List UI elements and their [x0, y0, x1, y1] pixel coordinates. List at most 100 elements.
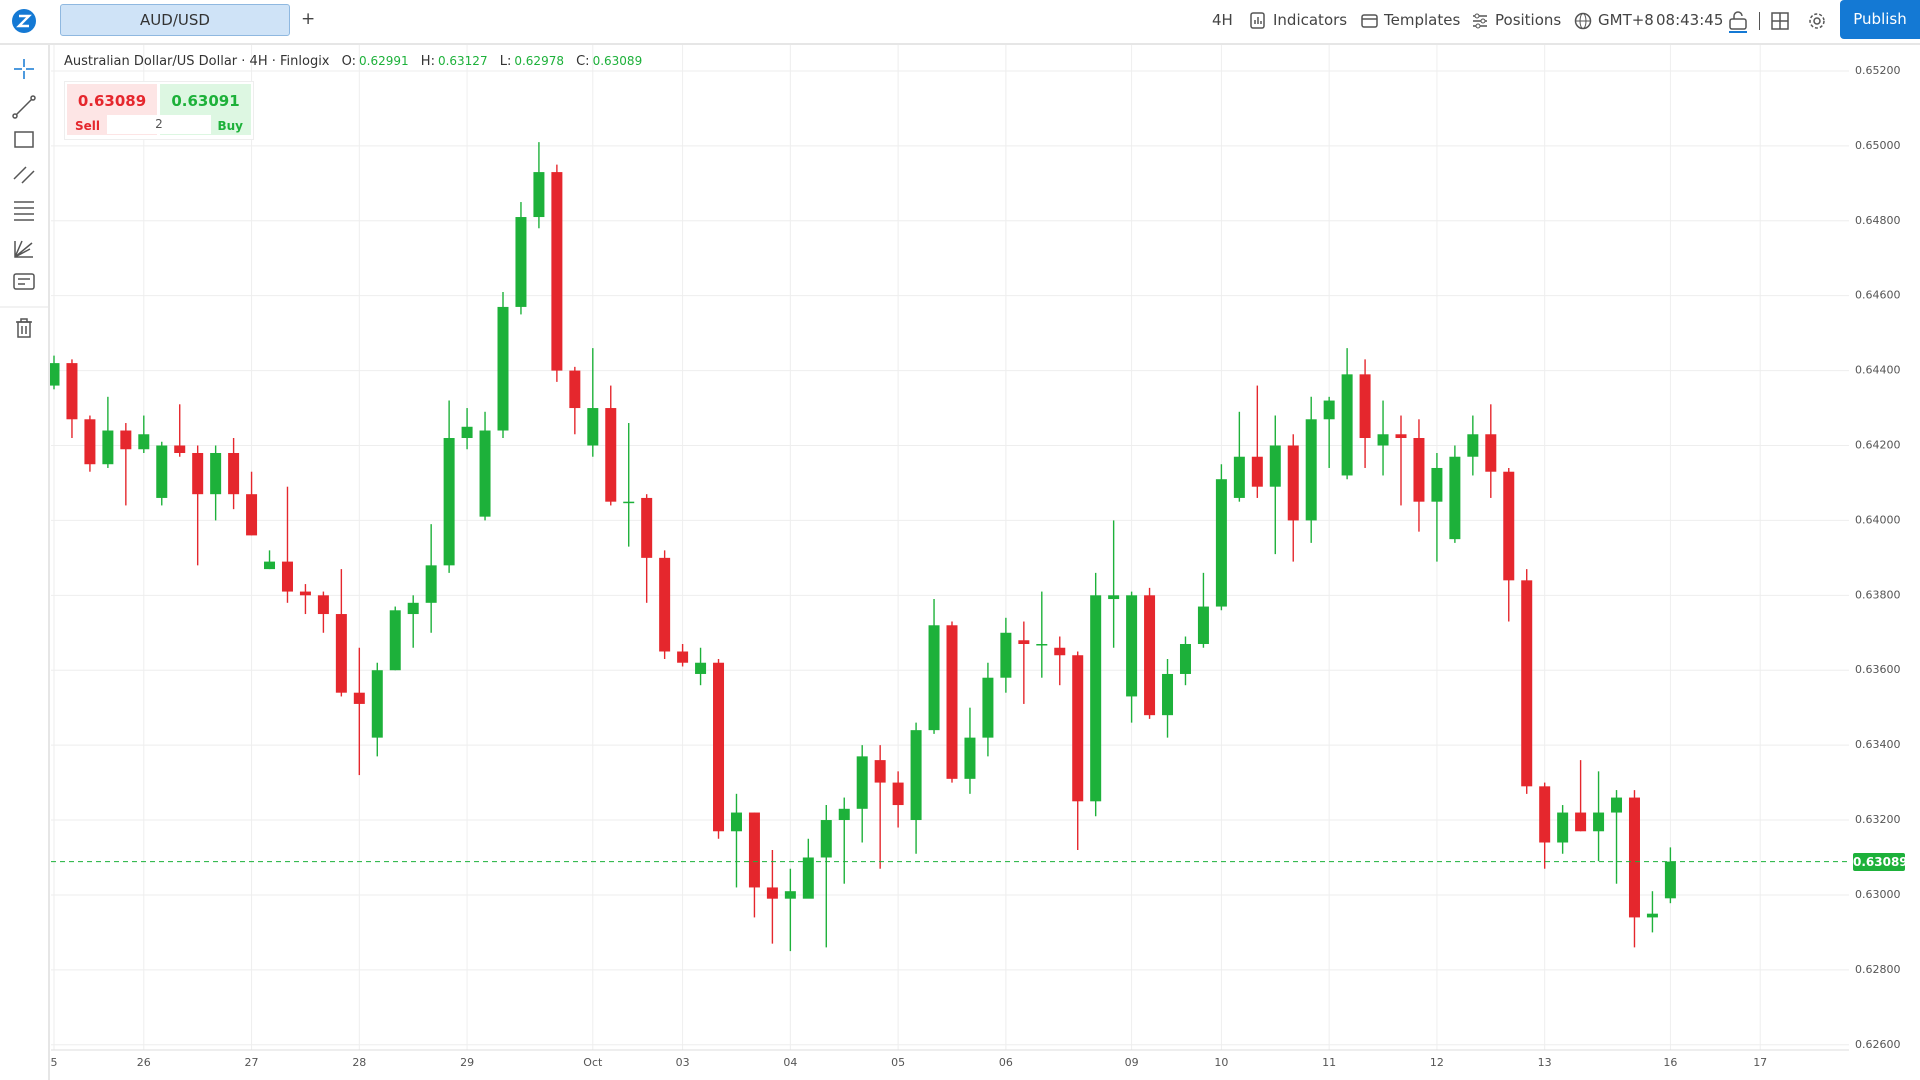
candle-body [856, 756, 868, 809]
fib-tool[interactable] [14, 201, 34, 221]
candle-body [425, 565, 437, 603]
y-tick-label: 0.64800 [1855, 214, 1901, 227]
channel-tool[interactable] [13, 166, 35, 184]
rectangle-tool[interactable] [14, 131, 34, 148]
x-tick-label: 16 [1663, 1056, 1677, 1069]
candle-body [1179, 644, 1191, 674]
sell-label: Sell [75, 119, 101, 133]
candle-body [1377, 434, 1389, 446]
candle-body [533, 172, 545, 218]
open-value: 0.62991 [359, 54, 409, 68]
low-value: 0.62978 [514, 54, 564, 68]
x-tick-label: 5 [51, 1056, 58, 1069]
timezone[interactable]: GMT+8 [1598, 11, 1654, 29]
crosshair-tool[interactable] [14, 59, 34, 79]
positions-icon [1473, 13, 1487, 29]
candle-body [1539, 786, 1551, 843]
candle-body [497, 306, 509, 431]
candle-body [1359, 374, 1371, 439]
x-tick-label: 04 [783, 1056, 797, 1069]
candle-body [784, 891, 796, 899]
candle-body [1628, 797, 1640, 918]
candle-body [1611, 797, 1623, 813]
add-tab[interactable]: + [301, 9, 316, 29]
candle-body [1054, 647, 1066, 656]
candle-body [1664, 861, 1676, 899]
candle-body [910, 730, 922, 821]
candle-body [730, 812, 742, 832]
y-tick-label: 0.63000 [1855, 888, 1901, 901]
separator [1759, 12, 1760, 30]
candle-body [892, 782, 904, 806]
candle-body [299, 591, 311, 596]
settings-icon[interactable] [1807, 11, 1827, 31]
y-tick-label: 0.64200 [1855, 439, 1901, 452]
line-tool[interactable] [12, 95, 36, 119]
candle-body [120, 430, 132, 450]
candle-body [1036, 644, 1048, 646]
indicators-button[interactable]: Indicators [1273, 11, 1348, 29]
candle-body [1162, 673, 1174, 716]
templates-button[interactable]: Templates [1384, 11, 1461, 29]
open-label: O: [341, 54, 357, 69]
candle-body [210, 452, 222, 495]
candle-body [569, 370, 581, 409]
candle-body [1251, 456, 1263, 487]
candle-body [1108, 595, 1120, 600]
candle-body [48, 363, 60, 386]
x-tick-label: 06 [999, 1056, 1013, 1069]
globe-icon [1574, 12, 1592, 30]
drawing-tools [0, 59, 48, 338]
candle-body [479, 430, 491, 517]
symbol-tab[interactable]: AUD/USD [60, 4, 290, 36]
y-tick-label: 0.63400 [1855, 738, 1901, 751]
candle-body [1197, 606, 1209, 645]
candle-body [353, 692, 365, 704]
candle-body [1215, 479, 1227, 607]
y-tick-label: 0.63800 [1855, 588, 1901, 601]
x-tick-label: 27 [245, 1056, 259, 1069]
candle-body [1467, 434, 1479, 457]
candle-body [1395, 434, 1407, 439]
candle-body [1575, 812, 1587, 832]
candle-body [1090, 595, 1102, 802]
candle-body [1000, 632, 1012, 678]
publish-button[interactable]: Publish [1840, 0, 1920, 39]
positions-button[interactable]: Positions [1495, 11, 1562, 29]
lock-icon[interactable] [1728, 11, 1748, 33]
candle-body [156, 445, 168, 498]
text-tool[interactable] [13, 273, 35, 290]
x-tick-label: 13 [1538, 1056, 1552, 1069]
interval[interactable]: 4H [1212, 11, 1233, 29]
candle-body [982, 677, 994, 738]
x-tick-label: Oct [583, 1056, 603, 1069]
delete-tool[interactable] [16, 318, 32, 338]
y-tick-label: 0.65000 [1855, 139, 1901, 152]
layout-icon[interactable] [1771, 12, 1789, 30]
current-price-label: 0.63089 [1853, 852, 1908, 871]
y-tick-label: 0.64600 [1855, 289, 1901, 302]
x-tick-label: 11 [1322, 1056, 1336, 1069]
buy-button[interactable]: 0.63091 Buy [160, 84, 251, 135]
candle-body [695, 662, 707, 674]
candle-body [1646, 913, 1658, 918]
candle-body [66, 363, 78, 420]
quantity-input[interactable]: 2 [107, 115, 211, 134]
x-tick-label: 29 [460, 1056, 474, 1069]
candle-body [1341, 374, 1353, 476]
candle-body [84, 419, 96, 465]
top-toolbar: AUD/USD + 4H Indicators Templates Positi… [0, 0, 1920, 45]
candle-body [1305, 419, 1317, 521]
candle-body [138, 434, 150, 450]
candle-body [964, 737, 976, 779]
candle-body [389, 610, 401, 671]
candle-body [641, 497, 653, 558]
x-tick-label: 12 [1430, 1056, 1444, 1069]
candle-body [1449, 456, 1461, 540]
candle-body [766, 887, 778, 899]
gann-tool[interactable] [14, 240, 33, 258]
drawing-toolbar [0, 45, 50, 1080]
candle-body [1593, 812, 1605, 832]
candle-body [802, 857, 814, 899]
